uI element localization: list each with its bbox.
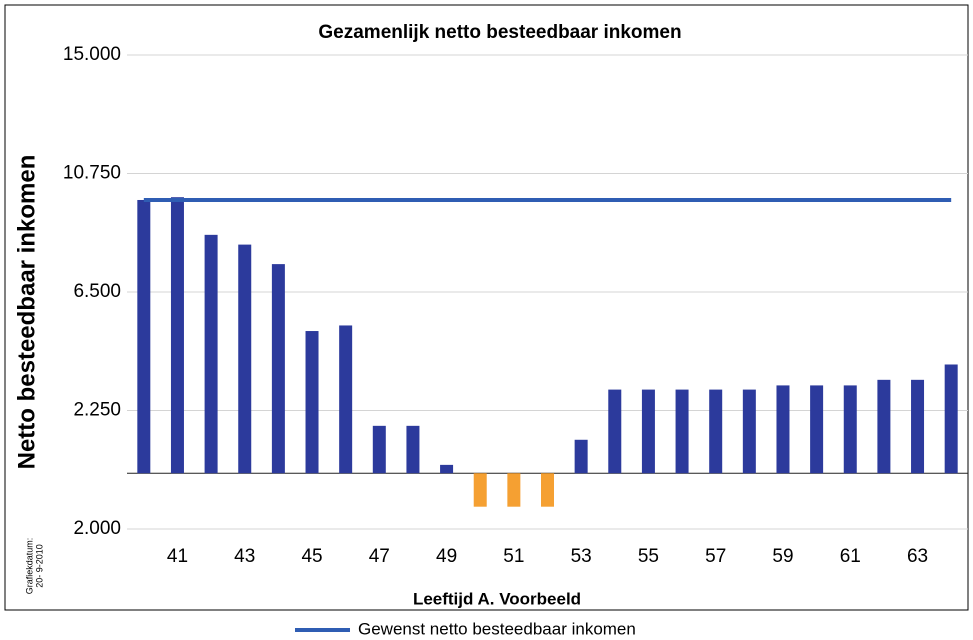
bar <box>944 364 958 474</box>
chart-title: Gezamenlijk netto besteedbaar inkomen <box>318 22 681 43</box>
bar <box>440 464 454 474</box>
x-tick-label: 49 <box>436 546 457 567</box>
y-tick-label: 15.000 <box>63 44 121 65</box>
bar <box>776 385 790 474</box>
bar <box>911 379 925 474</box>
x-tick-label: 55 <box>638 546 659 567</box>
bar <box>877 379 891 474</box>
date-note: Grafiekdatum: <box>24 538 34 595</box>
legend-label: Gewenst netto besteedbaar inkomen <box>358 619 636 638</box>
x-tick-label: 45 <box>301 546 322 567</box>
bar <box>675 389 689 474</box>
x-tick-label: 43 <box>234 546 255 567</box>
x-tick-label: 59 <box>772 546 793 567</box>
bar <box>843 385 857 474</box>
bar <box>406 425 420 474</box>
x-tick-label: 41 <box>167 546 188 567</box>
x-tick-label: 53 <box>571 546 592 567</box>
y-tick-label: 6.500 <box>73 281 121 302</box>
bar <box>641 389 655 474</box>
bar <box>204 234 218 474</box>
bar <box>473 473 487 507</box>
x-axis-label: Leeftijd A. Voorbeeld <box>413 589 581 608</box>
bar <box>137 199 151 474</box>
y-tick-label: 2.000 <box>73 518 121 539</box>
date-note: 20- 9-2010 <box>34 544 44 588</box>
x-tick-label: 57 <box>705 546 726 567</box>
bar <box>608 389 622 474</box>
bar <box>271 264 285 474</box>
bar <box>507 473 521 507</box>
bar <box>170 197 184 474</box>
bar <box>742 389 756 474</box>
y-tick-label: 10.750 <box>63 163 121 184</box>
bar <box>372 425 386 474</box>
y-axis-label: Netto besteedbaar inkomen <box>13 155 40 470</box>
x-tick-label: 47 <box>369 546 390 567</box>
y-tick-label: 2.250 <box>73 400 121 421</box>
bar <box>574 439 588 474</box>
bar <box>238 244 252 474</box>
x-tick-label: 63 <box>907 546 928 567</box>
bar <box>305 331 319 474</box>
bar <box>541 473 554 507</box>
x-tick-label: 61 <box>840 546 861 567</box>
chart-frame <box>4 4 969 611</box>
bar <box>709 389 723 474</box>
bar <box>810 385 824 474</box>
bar <box>339 325 353 474</box>
x-tick-label: 51 <box>503 546 524 567</box>
